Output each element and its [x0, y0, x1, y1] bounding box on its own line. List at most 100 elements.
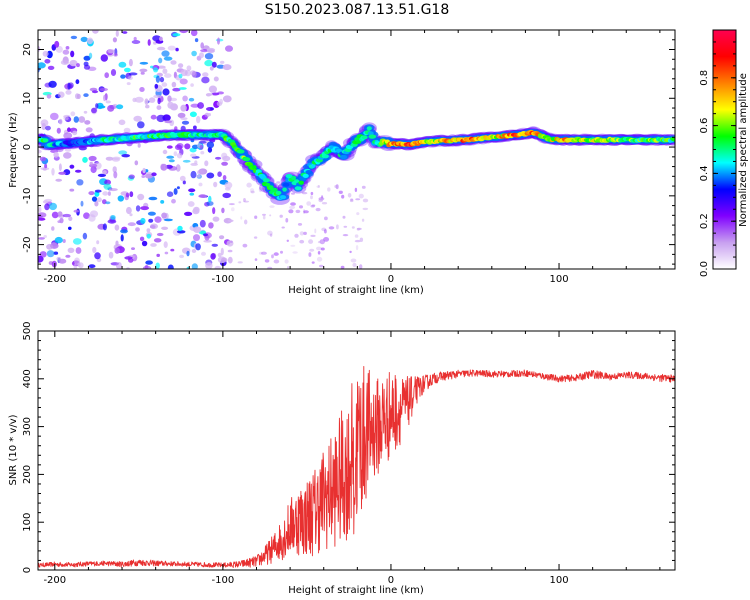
spectral-speckle	[107, 49, 115, 54]
spectral-speckle	[128, 58, 133, 67]
spectral-speckle	[53, 251, 59, 255]
spectral-speckle	[184, 69, 191, 77]
spectral-speckle	[288, 209, 294, 214]
spectral-speckle	[230, 240, 233, 243]
spectral-speckle	[193, 206, 200, 213]
colorbar-tick-label: 0.8	[699, 70, 710, 86]
spectral-ridge-blob	[311, 163, 316, 168]
spectral-speckle	[358, 193, 364, 199]
spectral-speckle	[213, 181, 218, 188]
spectral-speckle	[124, 67, 131, 73]
spectral-speckle	[299, 239, 305, 244]
spectral-speckle	[206, 93, 213, 96]
spectral-speckle	[72, 130, 78, 136]
spectral-speckle	[338, 190, 343, 194]
spectral-speckle	[294, 233, 299, 238]
spectral-speckle	[51, 168, 55, 176]
colorbar-tick-label: 0.4	[699, 165, 710, 181]
spectral-speckle	[219, 235, 225, 240]
spectral-speckle	[184, 143, 191, 150]
spectral-speckle	[179, 175, 186, 182]
spectral-speckle	[179, 78, 188, 85]
spectral-speckle	[120, 234, 124, 242]
x-tick-label: 100	[549, 274, 568, 285]
spectral-speckle	[292, 251, 298, 254]
spectral-speckle	[53, 151, 59, 158]
spectral-speckle	[162, 88, 170, 96]
spectral-speckle	[103, 94, 106, 102]
spectral-speckle	[115, 240, 119, 246]
spectral-speckle	[189, 192, 195, 196]
spectral-speckle	[62, 49, 70, 55]
spectral-speckle	[42, 50, 49, 57]
spectral-speckle	[227, 249, 233, 253]
spectral-speckle	[69, 188, 75, 192]
spectral-speckle	[188, 97, 195, 102]
spectral-speckle	[150, 243, 157, 247]
spectral-speckle	[139, 87, 145, 92]
spectral-speckle	[308, 239, 314, 244]
spectral-speckle	[211, 92, 220, 96]
spectral-speckle	[271, 254, 274, 259]
y-tick-label: 100	[22, 513, 33, 532]
spectral-ridge-blob	[252, 165, 257, 170]
spectral-speckle	[67, 127, 71, 132]
spectral-speckle	[199, 219, 206, 228]
spectral-speckle	[200, 49, 209, 53]
spectral-speckle	[269, 214, 272, 217]
spectral-speckle	[99, 87, 109, 92]
spectral-speckle	[160, 163, 168, 171]
spectral-speckle	[113, 171, 118, 179]
spectral-speckle	[316, 256, 323, 262]
spectral-speckle	[262, 187, 266, 191]
spectral-speckle	[102, 170, 107, 175]
spectral-speckle	[58, 258, 67, 264]
spectral-speckle	[158, 57, 163, 64]
spectral-speckle	[107, 191, 111, 196]
y-tick-label: 500	[22, 321, 33, 340]
spectral-speckle	[237, 261, 243, 264]
spectral-speckle	[64, 148, 72, 152]
spectral-speckle	[316, 185, 320, 188]
spectral-speckle	[176, 152, 183, 159]
x-tick-label: -100	[212, 274, 235, 285]
spectral-speckle	[254, 258, 258, 261]
spectral-speckle	[139, 68, 148, 73]
spectral-speckle	[146, 228, 151, 233]
spectral-speckle	[63, 116, 69, 121]
colorbar-label: Normalized spectral amplitude	[738, 73, 749, 227]
spectral-speckle	[105, 100, 111, 104]
spectral-speckle	[301, 191, 308, 195]
spectral-speckle	[178, 73, 183, 79]
spectral-speckle	[173, 188, 178, 195]
spectral-speckle	[182, 180, 186, 185]
spectral-speckle	[168, 159, 175, 163]
spectral-ridge-blob	[270, 187, 278, 192]
spectral-speckle	[284, 259, 289, 264]
spectral-speckle	[182, 159, 191, 163]
spectrogram-y-axis: -20 -10 0 10 20	[22, 29, 675, 265]
spectral-speckle	[206, 141, 215, 149]
spectral-speckle	[214, 265, 221, 269]
spectral-speckle	[86, 37, 94, 45]
spectral-speckle	[351, 226, 355, 229]
spectral-speckle	[75, 247, 82, 254]
spectral-speckle	[207, 49, 215, 53]
spectral-speckle	[38, 217, 46, 221]
spectral-speckle	[144, 264, 149, 269]
spectral-speckle	[68, 226, 72, 230]
spectral-speckle	[204, 59, 214, 67]
spectral-speckle	[167, 101, 174, 109]
spectral-speckle	[193, 234, 200, 242]
spectral-speckle	[189, 111, 197, 118]
spectral-speckle	[355, 245, 359, 251]
spectral-speckle	[57, 91, 65, 98]
spectral-speckle	[65, 46, 70, 50]
spectral-speckle	[167, 264, 174, 269]
spectrogram-frame	[37, 29, 676, 270]
spectral-speckle	[160, 200, 165, 204]
spectral-speckle	[148, 97, 156, 103]
colorbar: 0.0 0.2 0.4 0.6 0.8 Normalized spectral ampl…	[699, 29, 749, 277]
spectral-speckle	[100, 54, 109, 62]
y-tick-label: 200	[22, 465, 33, 484]
